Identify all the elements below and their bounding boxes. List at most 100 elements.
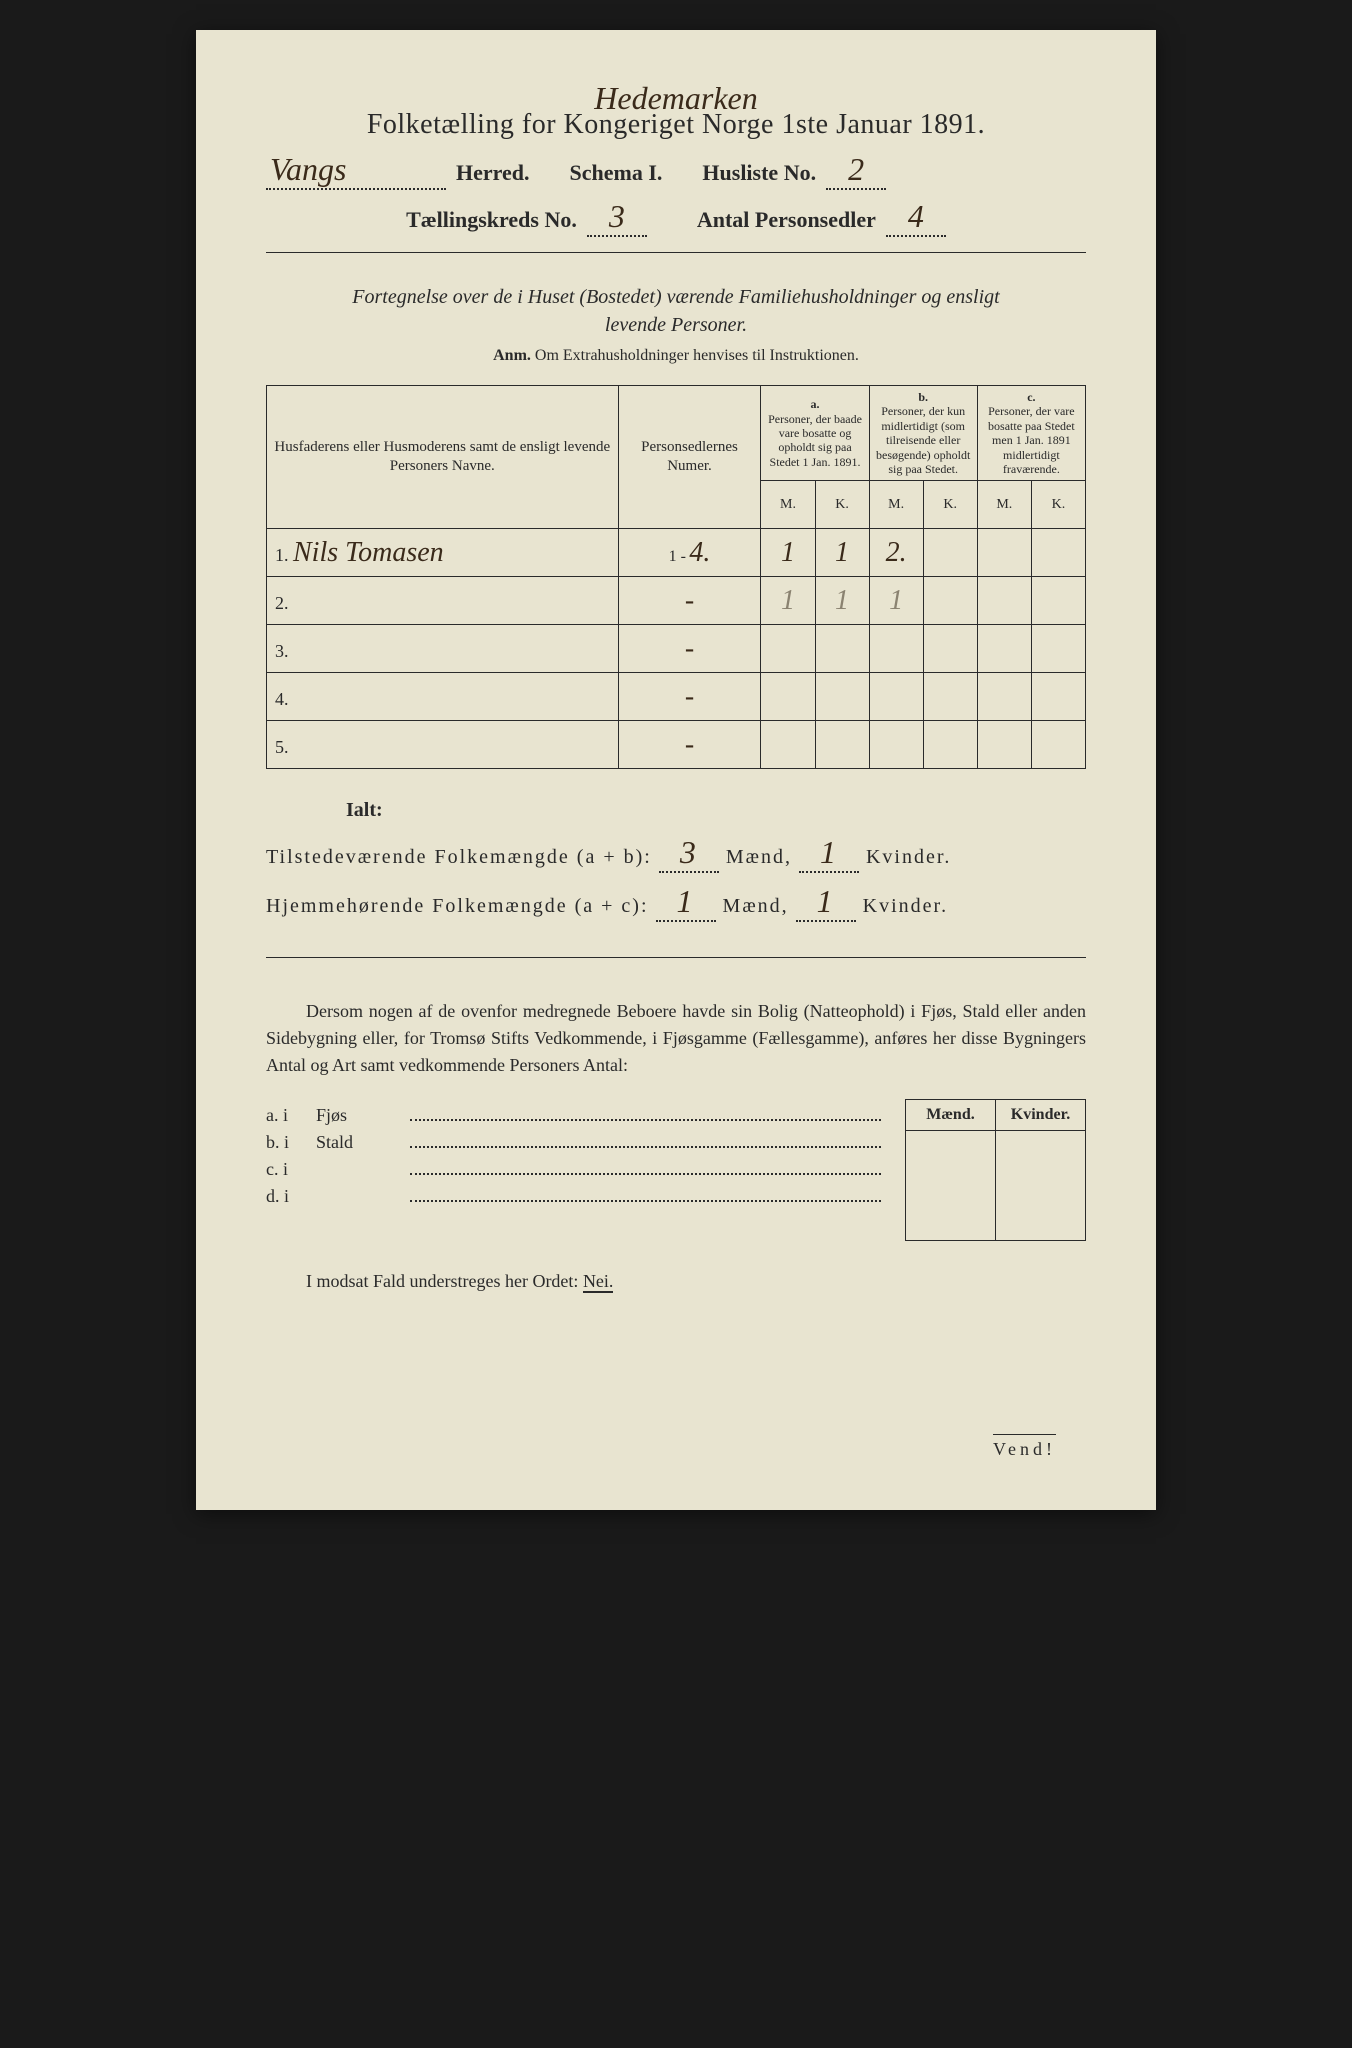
c-m-cell (977, 625, 1031, 673)
table-row: 4. - (267, 673, 1086, 721)
divider (266, 252, 1086, 253)
numer-cell: 1 - 4. (618, 529, 761, 577)
name-cell: 5. (267, 721, 619, 769)
anm-note: Anm. Om Extrahusholdninger henvises til … (266, 347, 1086, 365)
b-k-cell (923, 721, 977, 769)
kreds-value: 3 (609, 198, 625, 234)
col-numer-header: Personsedlernes Numer. (618, 386, 761, 529)
building-row: d. i (266, 1186, 885, 1207)
c-m-cell (977, 721, 1031, 769)
b-k-cell (923, 673, 977, 721)
building-maend-cell (906, 1131, 996, 1241)
c-k-cell (1031, 673, 1085, 721)
a-m-cell (761, 673, 815, 721)
c-m-cell (977, 529, 1031, 577)
numer-cell: - (618, 625, 761, 673)
subtitle-line1: Fortegnelse over de i Huset (Bostedet) v… (352, 286, 999, 308)
c-k-cell (1031, 625, 1085, 673)
total-ac-k: 1 (817, 883, 835, 919)
b-m-cell (869, 673, 923, 721)
building-row: b. i Stald (266, 1132, 885, 1153)
col-a-m: M. (761, 481, 815, 529)
header-line-1: Vangs Herred. Schema I. Husliste No. 2 (266, 151, 1086, 190)
b-k-cell (923, 625, 977, 673)
divider-2 (266, 957, 1086, 958)
a-k-cell (815, 673, 869, 721)
table-row: 1. Nils Tomasen 1 - 4. 1 1 2. (267, 529, 1086, 577)
personsedler-label: Antal Personsedler (697, 207, 876, 233)
col-b-header: b. Personer, der kun midlertidigt (som t… (869, 386, 977, 481)
building-row-label: c. i (266, 1159, 316, 1180)
building-row-dots (410, 1109, 881, 1121)
herred-value: Vangs (270, 151, 346, 187)
col-c-m: M. (977, 481, 1031, 529)
name-cell: 3. (267, 625, 619, 673)
ialt-label: Ialt: (346, 799, 1086, 822)
total-ab-line: Tilstedeværende Folkemængde (a + b): 3 M… (266, 834, 1086, 873)
husliste-value: 2 (848, 151, 864, 187)
vend-label: Vend! (993, 1434, 1056, 1460)
col-a-k: K. (815, 481, 869, 529)
total-ac-line: Hjemmehørende Folkemængde (a + c): 1 Mæn… (266, 883, 1086, 922)
table-body: 1. Nils Tomasen 1 - 4. 1 1 2. 2. - 1 1 1… (267, 529, 1086, 769)
col-b-m: M. (869, 481, 923, 529)
c-m-cell (977, 673, 1031, 721)
kreds-label: Tællingskreds No. (406, 207, 577, 233)
a-m-cell: 1 (761, 577, 815, 625)
subtitle-line2: levende Personer. (605, 314, 747, 336)
census-form-document: Hedemarken Folketælling for Kongeriget N… (196, 30, 1156, 1510)
building-row-dots (410, 1163, 881, 1175)
col-b-k: K. (923, 481, 977, 529)
a-m-cell: 1 (761, 529, 815, 577)
building-kvinder-header: Kvinder. (996, 1100, 1086, 1131)
name-cell: 2. (267, 577, 619, 625)
c-k-cell (1031, 721, 1085, 769)
a-k-cell: 1 (815, 529, 869, 577)
name-cell: 1. Nils Tomasen (267, 529, 619, 577)
table-row: 5. - (267, 721, 1086, 769)
building-kvinder-cell (996, 1131, 1086, 1241)
col-c-k: K. (1031, 481, 1085, 529)
personsedler-value: 4 (908, 198, 924, 234)
building-row-dots (410, 1190, 881, 1202)
b-m-cell: 1 (869, 577, 923, 625)
building-section: a. i Fjøs b. i Stald c. i d. i Mænd. Kvi… (266, 1099, 1086, 1241)
building-row: a. i Fjøs (266, 1105, 885, 1126)
building-list: a. i Fjøs b. i Stald c. i d. i (266, 1099, 885, 1241)
building-row-name: Fjøs (316, 1105, 406, 1126)
header-line-2: Tællingskreds No. 3 Antal Personsedler 4 (266, 198, 1086, 237)
total-ab-m: 3 (680, 834, 698, 870)
b-m-cell (869, 625, 923, 673)
a-k-cell (815, 625, 869, 673)
table-row: 2. - 1 1 1 (267, 577, 1086, 625)
nei-word: Nei. (583, 1271, 614, 1293)
building-row-name: Stald (316, 1132, 406, 1153)
b-k-cell (923, 577, 977, 625)
a-k-cell (815, 721, 869, 769)
c-m-cell (977, 577, 1031, 625)
totals-section: Ialt: Tilstedeværende Folkemængde (a + b… (266, 799, 1086, 922)
col-c-header: c. Personer, der vare bosatte paa Stedet… (977, 386, 1085, 481)
building-paragraph: Dersom nogen af de ovenfor medregnede Be… (266, 998, 1086, 1079)
schema-label: Schema I. (570, 160, 663, 186)
a-m-cell (761, 625, 815, 673)
husliste-label: Husliste No. (702, 160, 816, 186)
a-k-cell: 1 (815, 577, 869, 625)
a-m-cell (761, 721, 815, 769)
building-row-label: d. i (266, 1186, 316, 1207)
numer-cell: - (618, 673, 761, 721)
total-ab-k: 1 (820, 834, 838, 870)
b-m-cell: 2. (869, 529, 923, 577)
numer-cell: - (618, 721, 761, 769)
anm-label: Anm. (493, 347, 531, 364)
building-maend-header: Mænd. (906, 1100, 996, 1131)
b-m-cell (869, 721, 923, 769)
col-names-header: Husfaderens eller Husmoderens samt de en… (267, 386, 619, 529)
main-census-table: Husfaderens eller Husmoderens samt de en… (266, 385, 1086, 769)
building-row: c. i (266, 1159, 885, 1180)
main-title: Folketælling for Kongeriget Norge 1ste J… (266, 109, 1086, 141)
nei-line: I modsat Fald understreges her Ordet: Ne… (266, 1271, 1086, 1292)
c-k-cell (1031, 529, 1085, 577)
col-a-header: a. Personer, der baade vare bosatte og o… (761, 386, 869, 481)
building-mk-table: Mænd. Kvinder. (905, 1099, 1086, 1241)
